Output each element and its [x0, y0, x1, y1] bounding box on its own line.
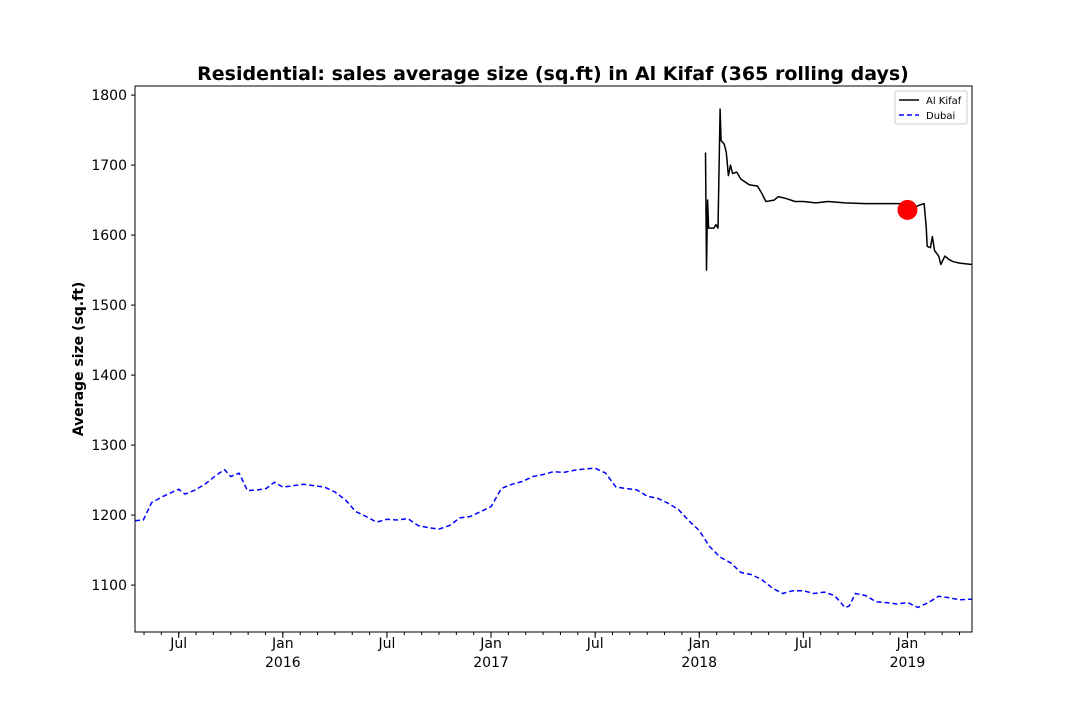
- x-tick-year-label: 2017: [473, 655, 509, 671]
- legend: Al Kifaf Dubai: [894, 90, 968, 125]
- plot-area: [134, 108, 973, 609]
- chart-title: Residential: sales average size (sq.ft) …: [197, 63, 909, 85]
- y-tick-label: 1200: [91, 508, 127, 524]
- y-tick-label: 1600: [91, 228, 127, 244]
- y-axis: 1100 1200 1300 1400 1500 1600 1700 1800: [91, 88, 135, 594]
- y-tick-label: 1800: [91, 88, 127, 104]
- axes-frame: [134, 85, 973, 633]
- x-tick-label: Jan: [896, 636, 919, 652]
- y-tick-label: 1700: [91, 158, 127, 174]
- x-tick-year-label: 2019: [890, 655, 926, 671]
- legend-label-dubai: Dubai: [926, 111, 955, 122]
- x-tick-label: Jul: [586, 636, 604, 652]
- y-tick-label: 1100: [91, 578, 127, 594]
- x-tick-label: Jul: [794, 636, 812, 652]
- highlight-point: [897, 199, 918, 220]
- x-tick-year-label: 2016: [265, 655, 301, 671]
- x-tick-label: Jan: [687, 636, 710, 652]
- y-tick-label: 1300: [91, 438, 127, 454]
- y-tick-label: 1500: [91, 298, 127, 314]
- y-tick-label: 1400: [91, 368, 127, 384]
- x-tick-label: Jan: [479, 636, 502, 652]
- legend-label-al-kifaf: Al Kifaf: [926, 96, 962, 107]
- x-tick-year-label: 2018: [681, 655, 717, 671]
- y-axis-label: Average size (sq.ft): [71, 282, 87, 437]
- x-tick-label: Jul: [377, 636, 395, 652]
- x-tick-label: Jan: [271, 636, 294, 652]
- series-line-al-kifaf: [704, 108, 973, 271]
- x-tick-label: Jul: [169, 636, 187, 652]
- x-axis: Jul Jan 2016 Jul Jan 2017 Jul Jan 2018 Jul Jan 2019: [143, 632, 961, 671]
- series-line-dubai: [134, 467, 973, 609]
